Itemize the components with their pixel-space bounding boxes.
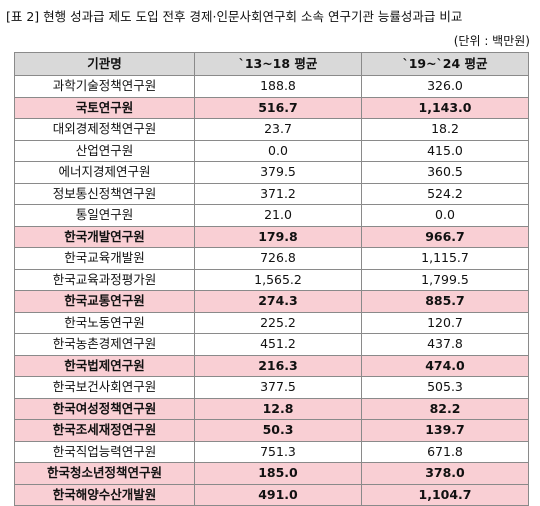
table-row: 한국조세재정연구원 50.3 139.7	[14, 419, 529, 442]
institution-cell: 한국교육과정평가원	[14, 268, 195, 291]
table-row: 한국교육개발원 726.8 1,115.7	[14, 247, 529, 270]
after-value-cell: 378.0	[361, 462, 529, 485]
institution-cell: 산업연구원	[14, 139, 195, 162]
before-value-cell: 0.0	[194, 139, 362, 162]
institution-cell: 국토연구원	[14, 96, 195, 119]
institution-cell: 한국조세재정연구원	[14, 419, 195, 442]
before-value-cell: 1,565.2	[194, 268, 362, 291]
after-value-cell: 437.8	[361, 333, 529, 356]
table-row: 한국교통연구원 274.3 885.7	[14, 290, 529, 313]
institution-cell: 에너지경제연구원	[14, 161, 195, 184]
header-institution: 기관명	[14, 52, 195, 76]
comparison-table: 기관명 `13~18 평균 `19~`24 평균 과학기술정책연구원 188.8 3…	[14, 52, 529, 506]
before-value-cell: 179.8	[194, 225, 362, 248]
table-row: 한국개발연구원 179.8 966.7	[14, 225, 529, 248]
institution-cell: 한국보건사회연구원	[14, 376, 195, 399]
institution-cell: 통일연구원	[14, 204, 195, 227]
institution-cell: 한국청소년정책연구원	[14, 462, 195, 485]
before-value-cell: 379.5	[194, 161, 362, 184]
table-row: 정보통신정책연구원 371.2 524.2	[14, 182, 529, 205]
before-value-cell: 21.0	[194, 204, 362, 227]
after-value-cell: 1,143.0	[361, 96, 529, 119]
table-row: 한국노동연구원 225.2 120.7	[14, 311, 529, 334]
header-after-avg: `19~`24 평균	[361, 52, 529, 76]
institution-cell: 한국농촌경제연구원	[14, 333, 195, 356]
table-row: 과학기술정책연구원 188.8 326.0	[14, 75, 529, 98]
institution-cell: 한국개발연구원	[14, 225, 195, 248]
table-row: 한국직업능력연구원 751.3 671.8	[14, 440, 529, 463]
before-value-cell: 491.0	[194, 483, 362, 506]
institution-cell: 한국노동연구원	[14, 311, 195, 334]
after-value-cell: 1,104.7	[361, 483, 529, 506]
institution-cell: 한국교통연구원	[14, 290, 195, 313]
after-value-cell: 966.7	[361, 225, 529, 248]
unit-note: (단위 : 백만원)	[453, 34, 530, 48]
table-row: 한국여성정책연구원 12.8 82.2	[14, 397, 529, 420]
before-value-cell: 751.3	[194, 440, 362, 463]
after-value-cell: 139.7	[361, 419, 529, 442]
before-value-cell: 516.7	[194, 96, 362, 119]
after-value-cell: 82.2	[361, 397, 529, 420]
before-value-cell: 23.7	[194, 118, 362, 141]
institution-cell: 한국교육개발원	[14, 247, 195, 270]
before-value-cell: 377.5	[194, 376, 362, 399]
table-caption: [표 2] 현행 성과급 제도 도입 전후 경제·인문사회연구회 소속 연구기관…	[6, 9, 463, 24]
before-value-cell: 225.2	[194, 311, 362, 334]
after-value-cell: 0.0	[361, 204, 529, 227]
before-value-cell: 188.8	[194, 75, 362, 98]
after-value-cell: 885.7	[361, 290, 529, 313]
before-value-cell: 185.0	[194, 462, 362, 485]
table-row: 한국청소년정책연구원 185.0 378.0	[14, 462, 529, 485]
institution-cell: 과학기술정책연구원	[14, 75, 195, 98]
after-value-cell: 18.2	[361, 118, 529, 141]
after-value-cell: 505.3	[361, 376, 529, 399]
after-value-cell: 326.0	[361, 75, 529, 98]
table-body: 과학기술정책연구원 188.8 326.0 국토연구원 516.7 1,143.0 대외경제…	[14, 75, 529, 506]
after-value-cell: 120.7	[361, 311, 529, 334]
institution-cell: 한국직업능력연구원	[14, 440, 195, 463]
institution-cell: 대외경제정책연구원	[14, 118, 195, 141]
table-row: 대외경제정책연구원 23.7 18.2	[14, 118, 529, 141]
before-value-cell: 451.2	[194, 333, 362, 356]
table-row: 한국법제연구원 216.3 474.0	[14, 354, 529, 377]
header-before-avg: `13~18 평균	[194, 52, 362, 76]
table-row: 통일연구원 21.0 0.0	[14, 204, 529, 227]
table-row: 한국농촌경제연구원 451.2 437.8	[14, 333, 529, 356]
before-value-cell: 274.3	[194, 290, 362, 313]
before-value-cell: 726.8	[194, 247, 362, 270]
after-value-cell: 671.8	[361, 440, 529, 463]
table-row: 한국교육과정평가원 1,565.2 1,799.5	[14, 268, 529, 291]
table-row: 한국보건사회연구원 377.5 505.3	[14, 376, 529, 399]
before-value-cell: 371.2	[194, 182, 362, 205]
before-value-cell: 50.3	[194, 419, 362, 442]
institution-cell: 한국여성정책연구원	[14, 397, 195, 420]
institution-cell: 정보통신정책연구원	[14, 182, 195, 205]
institution-cell: 한국해양수산개발원	[14, 483, 195, 506]
after-value-cell: 1,799.5	[361, 268, 529, 291]
institution-cell: 한국법제연구원	[14, 354, 195, 377]
before-value-cell: 12.8	[194, 397, 362, 420]
table-row: 산업연구원 0.0 415.0	[14, 139, 529, 162]
after-value-cell: 524.2	[361, 182, 529, 205]
after-value-cell: 415.0	[361, 139, 529, 162]
header-row: 기관명 `13~18 평균 `19~`24 평균	[14, 52, 529, 76]
after-value-cell: 360.5	[361, 161, 529, 184]
after-value-cell: 474.0	[361, 354, 529, 377]
before-value-cell: 216.3	[194, 354, 362, 377]
table-row: 국토연구원 516.7 1,143.0	[14, 96, 529, 119]
after-value-cell: 1,115.7	[361, 247, 529, 270]
table-row: 에너지경제연구원 379.5 360.5	[14, 161, 529, 184]
table-row: 한국해양수산개발원 491.0 1,104.7	[14, 483, 529, 506]
